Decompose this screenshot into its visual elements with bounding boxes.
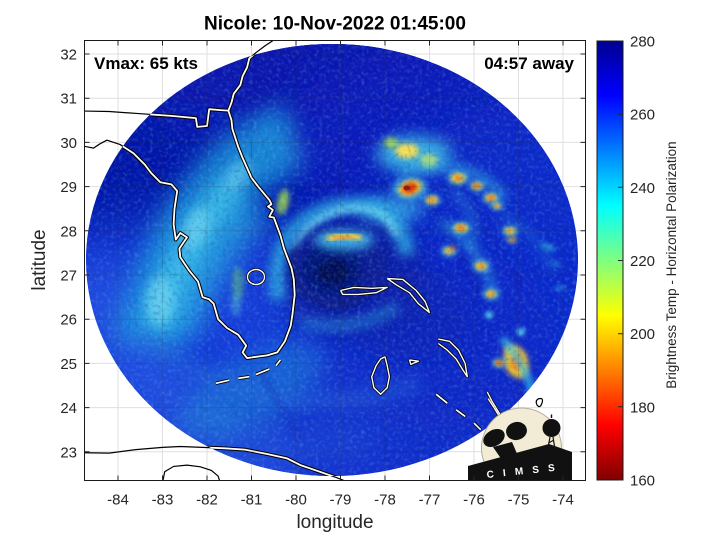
- svg-text:27: 27: [60, 268, 77, 285]
- svg-text:-80: -80: [285, 492, 307, 509]
- svg-text:-76: -76: [463, 492, 485, 509]
- svg-text:30: 30: [60, 135, 77, 152]
- svg-text:160: 160: [630, 473, 655, 490]
- svg-text:23: 23: [60, 444, 77, 461]
- svg-text:-84: -84: [107, 492, 129, 509]
- svg-text:-74: -74: [552, 492, 574, 509]
- svg-text:180: 180: [630, 399, 655, 416]
- svg-text:04:57 away: 04:57 away: [484, 54, 574, 73]
- svg-text:latitude: latitude: [29, 229, 50, 290]
- svg-text:-83: -83: [152, 492, 174, 509]
- svg-text:32: 32: [60, 47, 77, 64]
- svg-text:Nicole: 10-Nov-2022 01:45:00: Nicole: 10-Nov-2022 01:45:00: [204, 14, 466, 35]
- svg-text:220: 220: [630, 253, 655, 270]
- svg-text:-79: -79: [330, 492, 352, 509]
- svg-text:-77: -77: [419, 492, 441, 509]
- svg-text:24: 24: [60, 400, 77, 417]
- svg-text:-78: -78: [374, 492, 396, 509]
- svg-text:260: 260: [630, 107, 655, 124]
- svg-text:31: 31: [60, 91, 77, 108]
- svg-text:29: 29: [60, 179, 77, 196]
- svg-text:26: 26: [60, 312, 77, 329]
- svg-text:200: 200: [630, 326, 655, 343]
- svg-text:28: 28: [60, 223, 77, 240]
- svg-text:240: 240: [630, 180, 655, 197]
- svg-text:Brightness Temp - Horizontal P: Brightness Temp - Horizontal Polarizatio…: [664, 141, 679, 388]
- svg-text:Vmax: 65 kts: Vmax: 65 kts: [94, 54, 198, 73]
- svg-text:25: 25: [60, 356, 77, 373]
- svg-text:longitude: longitude: [296, 512, 373, 533]
- svg-text:280: 280: [630, 34, 655, 51]
- svg-text:-81: -81: [241, 492, 263, 509]
- svg-text:-75: -75: [508, 492, 530, 509]
- svg-text:-82: -82: [196, 492, 218, 509]
